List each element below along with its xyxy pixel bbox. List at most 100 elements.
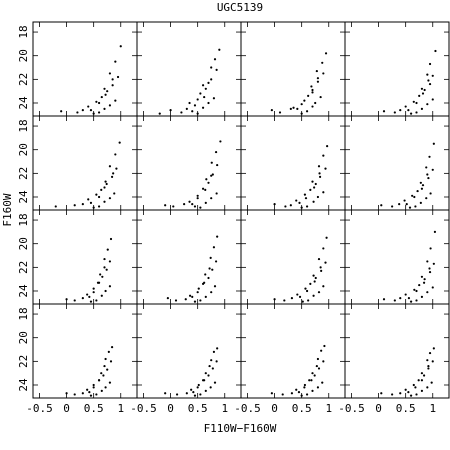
star-point <box>382 298 386 301</box>
star-point <box>403 199 406 202</box>
star-point <box>92 112 95 115</box>
star-point <box>201 106 205 109</box>
star-point <box>312 294 315 297</box>
star-point <box>54 205 57 208</box>
star-point <box>316 77 320 80</box>
star-point <box>86 388 89 391</box>
star-point <box>210 174 213 177</box>
star-point <box>273 202 276 206</box>
star-point <box>201 187 205 190</box>
star-point <box>412 100 415 103</box>
star-point <box>425 197 428 200</box>
star-point <box>420 389 424 393</box>
star-point <box>316 386 320 389</box>
star-point <box>164 204 167 207</box>
star-point <box>313 374 316 377</box>
star-point <box>193 394 197 397</box>
star-point <box>432 347 435 350</box>
star-point <box>420 275 424 278</box>
y-tick-label: 22 <box>17 355 30 368</box>
star-point <box>431 98 434 101</box>
star-point <box>204 295 207 299</box>
star-point <box>104 386 107 389</box>
star-point <box>111 78 114 81</box>
star-point <box>73 299 76 302</box>
star-point <box>97 281 101 284</box>
star-point <box>172 205 175 208</box>
x-tick-label: -0.5 <box>338 402 365 415</box>
star-point <box>197 287 200 290</box>
star-point <box>210 66 213 69</box>
star-point <box>314 182 317 186</box>
star-point <box>409 394 413 397</box>
star-point <box>196 112 199 115</box>
star-point <box>208 364 211 368</box>
star-point <box>414 386 417 389</box>
star-point <box>300 206 303 209</box>
y-tick-label: 22 <box>17 73 30 86</box>
star-point <box>104 357 107 361</box>
star-point <box>209 256 212 259</box>
star-point <box>216 347 219 350</box>
star-point <box>322 247 325 250</box>
star-point <box>214 260 218 263</box>
star-point <box>317 291 321 294</box>
star-point <box>97 205 101 208</box>
star-point <box>109 360 113 363</box>
star-point <box>196 291 199 294</box>
star-point <box>428 267 431 270</box>
y-tick-label: 24 <box>17 284 30 298</box>
star-point <box>313 280 316 283</box>
panel-frame <box>344 115 450 211</box>
star-point <box>428 62 432 66</box>
star-point <box>86 293 89 296</box>
star-point <box>431 168 434 171</box>
star-point <box>411 194 414 197</box>
star-point <box>430 381 433 384</box>
star-point <box>95 299 98 302</box>
star-point <box>216 235 219 238</box>
y-tick-label: 24 <box>17 378 30 392</box>
y-axis-label: F160W <box>1 193 14 226</box>
star-point <box>103 107 106 111</box>
star-point <box>404 388 407 391</box>
star-point <box>108 381 112 384</box>
star-point <box>106 368 109 371</box>
y-tick-label: 18 <box>17 25 30 38</box>
star-point <box>92 287 95 290</box>
star-point <box>213 285 217 288</box>
star-point <box>301 300 304 303</box>
star-point <box>108 260 112 263</box>
star-point <box>432 262 435 265</box>
star-point <box>320 349 323 352</box>
star-point <box>426 103 429 106</box>
star-point <box>311 180 314 183</box>
x-tick-label: -0.5 <box>130 402 157 415</box>
star-point <box>208 267 211 270</box>
star-point <box>289 204 292 207</box>
star-point <box>322 154 325 157</box>
star-point <box>199 92 202 95</box>
star-point <box>185 392 188 395</box>
panel-frame <box>240 21 346 117</box>
star-point <box>427 176 430 180</box>
star-point <box>110 175 114 178</box>
star-point <box>193 205 197 208</box>
star-point <box>391 393 394 396</box>
star-point <box>100 372 103 375</box>
star-point <box>100 389 103 393</box>
star-point <box>404 105 407 108</box>
star-point <box>199 299 202 302</box>
star-point <box>210 78 213 81</box>
star-point <box>102 374 105 377</box>
star-point <box>215 68 218 71</box>
star-point <box>211 268 214 271</box>
star-point <box>325 236 328 239</box>
star-point <box>203 95 206 99</box>
star-point <box>298 295 302 299</box>
star-point <box>427 364 430 368</box>
star-point <box>188 200 191 203</box>
star-point <box>421 92 425 95</box>
